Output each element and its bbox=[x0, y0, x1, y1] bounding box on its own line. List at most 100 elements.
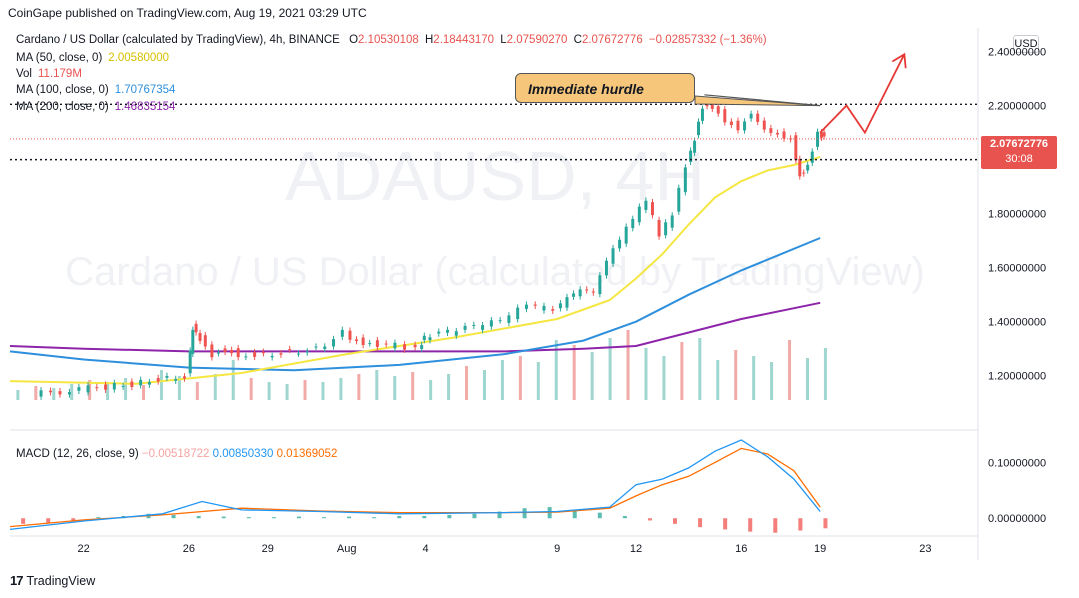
time-tick-label: 19 bbox=[814, 543, 826, 555]
macd-histogram-bar bbox=[773, 518, 778, 533]
candle-body bbox=[112, 383, 116, 390]
candle-body bbox=[591, 291, 595, 293]
candle-body bbox=[437, 331, 441, 334]
volume-bar bbox=[267, 382, 271, 400]
candle-body bbox=[585, 289, 589, 291]
macd-histogram-bar bbox=[196, 516, 201, 519]
candle-body bbox=[428, 337, 432, 341]
candle-body bbox=[121, 385, 125, 387]
volume-bar bbox=[608, 338, 612, 400]
candle-body bbox=[749, 113, 753, 119]
projection-arrowhead bbox=[891, 52, 907, 69]
candle-body bbox=[393, 342, 397, 349]
candle-body bbox=[244, 356, 248, 358]
volume-bar bbox=[106, 382, 110, 400]
candle-body bbox=[165, 375, 169, 378]
volume-bar bbox=[465, 366, 469, 400]
candle-body bbox=[683, 167, 687, 193]
volume-bar bbox=[249, 378, 253, 400]
candle-body bbox=[236, 348, 240, 358]
ma100-legend: MA (100, close, 0) 1.70767354 bbox=[16, 84, 176, 96]
candle-body bbox=[472, 324, 476, 326]
candle-body bbox=[216, 352, 220, 354]
price-tick-label: 2.40000000 bbox=[988, 47, 1046, 59]
candle-body bbox=[203, 335, 207, 347]
candle-body bbox=[551, 309, 555, 311]
candle-body bbox=[756, 113, 760, 122]
tradingview-footer[interactable]: 17 TradingView bbox=[10, 573, 95, 588]
volume-bar bbox=[70, 384, 74, 400]
candle-body bbox=[67, 392, 71, 395]
candle-body bbox=[689, 150, 693, 162]
candle-body bbox=[819, 132, 823, 138]
candle-body bbox=[705, 104, 709, 107]
candle-body bbox=[58, 391, 62, 395]
candle-body bbox=[578, 289, 582, 297]
macd-histogram-bar bbox=[347, 516, 352, 519]
macd-histogram-bar bbox=[322, 517, 327, 519]
volume-bar bbox=[716, 360, 720, 400]
volume-bar bbox=[662, 356, 666, 400]
volume-bar bbox=[177, 376, 181, 400]
volume-bar bbox=[393, 376, 397, 400]
volume-bar bbox=[590, 352, 594, 400]
candle-body bbox=[604, 260, 608, 276]
volume-bar bbox=[536, 362, 540, 400]
volume-bar bbox=[285, 384, 289, 400]
candle-body bbox=[693, 140, 697, 153]
candle-body bbox=[802, 172, 806, 174]
candle-body bbox=[542, 305, 546, 311]
macd-histogram-bar bbox=[171, 514, 176, 519]
candle-body bbox=[794, 135, 798, 161]
time-tick-label: 12 bbox=[630, 543, 642, 555]
macd-histogram-bar bbox=[246, 517, 251, 519]
current-price-tag: 2.07672776 30:08 bbox=[981, 136, 1057, 169]
macd-histogram-bar bbox=[21, 518, 26, 524]
candle-body bbox=[710, 102, 714, 109]
macd-histogram-bar bbox=[723, 518, 728, 530]
candle-body bbox=[454, 331, 458, 336]
candle-body bbox=[104, 384, 108, 390]
candle-body bbox=[174, 378, 178, 381]
price-tick-label: 1.80000000 bbox=[988, 209, 1046, 221]
currency-button[interactable]: USD bbox=[1013, 35, 1039, 53]
volume-bar bbox=[124, 378, 128, 400]
candle-body bbox=[524, 304, 528, 309]
volume-bar bbox=[734, 350, 738, 400]
volume-bar bbox=[572, 345, 576, 400]
candle-body bbox=[253, 352, 257, 357]
candle-body bbox=[288, 349, 292, 351]
candle-body bbox=[422, 335, 426, 341]
volume-legend: Vol 11.179M bbox=[16, 68, 82, 80]
macd-signal-line bbox=[9, 447, 821, 528]
macd-histogram-bar bbox=[271, 517, 276, 519]
candle-body bbox=[822, 132, 826, 137]
candle-body bbox=[723, 109, 727, 123]
candle-body bbox=[810, 151, 814, 163]
candle-body bbox=[77, 387, 81, 391]
time-tick-label: 22 bbox=[78, 543, 90, 555]
candle-body bbox=[637, 206, 641, 223]
macd-histogram-bar bbox=[96, 517, 101, 519]
macd-histogram-bar bbox=[46, 518, 51, 523]
volume-bar bbox=[88, 380, 92, 400]
macd-histogram-bar bbox=[572, 509, 577, 519]
volume-bar bbox=[518, 356, 522, 400]
macd-histogram-bar bbox=[71, 518, 76, 521]
macd-tick-label: 0.10000000 bbox=[988, 457, 1046, 469]
macd-histogram-bar bbox=[296, 516, 301, 519]
candle-body bbox=[332, 339, 336, 347]
candle-body bbox=[716, 106, 720, 114]
candle-body bbox=[598, 275, 602, 295]
volume-bar bbox=[429, 380, 433, 400]
price-tick-label: 1.20000000 bbox=[988, 371, 1046, 383]
volume-bar bbox=[805, 358, 809, 400]
ma100-line bbox=[9, 237, 821, 372]
volume-bar bbox=[231, 360, 235, 400]
time-tick-label: 23 bbox=[919, 543, 931, 555]
time-tick-label: 4 bbox=[423, 543, 429, 555]
candle-body bbox=[95, 387, 99, 389]
candle-body bbox=[413, 344, 417, 348]
candle-body bbox=[223, 348, 227, 352]
